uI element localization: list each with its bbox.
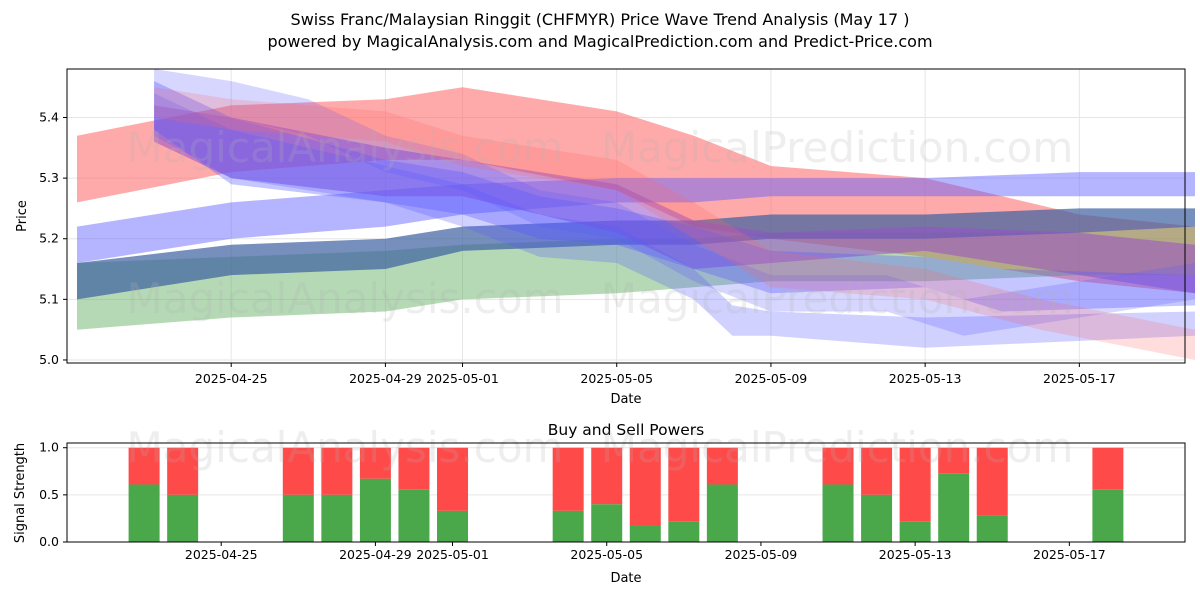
watermark-analysis-lower: MagicalAnalysis.com bbox=[127, 274, 564, 323]
buy-bar bbox=[629, 525, 661, 542]
buy-bar bbox=[398, 489, 430, 542]
buy-bar bbox=[552, 510, 584, 542]
buy-bar bbox=[899, 521, 931, 542]
price-xlabel: Date bbox=[610, 392, 641, 407]
watermark-prediction-lower: MagicalPrediction.com bbox=[601, 274, 1074, 323]
powers-xlabel: Date bbox=[610, 571, 641, 586]
price-band-blue-6 bbox=[154, 93, 1196, 348]
buy-bar bbox=[437, 510, 469, 542]
sell-bar bbox=[668, 447, 700, 522]
buy-bar bbox=[668, 521, 700, 542]
powers-xtick-label: 2025-05-01 bbox=[416, 547, 489, 562]
powers-ytick-label: 0.5 bbox=[39, 487, 59, 502]
sell-bar bbox=[398, 447, 430, 490]
price-watermarks: MagicalAnalysis.com MagicalPrediction.co… bbox=[127, 123, 1074, 323]
buy-bar bbox=[938, 473, 970, 542]
sell-bar bbox=[321, 447, 353, 495]
price-band-purple-4 bbox=[154, 105, 1196, 294]
sell-bar bbox=[976, 447, 1008, 516]
powers-xtick-label: 2025-04-25 bbox=[185, 547, 258, 562]
price-ytick-label: 5.2 bbox=[39, 231, 59, 246]
price-ytick-label: 5.1 bbox=[39, 291, 59, 306]
sell-bar bbox=[1092, 447, 1124, 490]
powers-watermarks: MagicalAnalysis.com MagicalPrediction.co… bbox=[127, 423, 1074, 472]
chart-title: Swiss Franc/Malaysian Ringgit (CHFMYR) P… bbox=[291, 10, 910, 29]
sell-bar bbox=[861, 447, 893, 495]
buy-bar bbox=[591, 504, 623, 542]
sell-bar bbox=[282, 447, 314, 495]
buy-bar bbox=[1092, 489, 1124, 542]
sell-bar bbox=[591, 447, 623, 505]
price-plot-frame bbox=[66, 68, 1186, 364]
price-ylabel: Price bbox=[15, 200, 30, 232]
sell-bar bbox=[629, 447, 661, 526]
powers-plot-frame bbox=[66, 442, 1186, 543]
price-ytick-label: 5.0 bbox=[39, 352, 59, 367]
buy-bar bbox=[822, 484, 854, 542]
buy-bar bbox=[282, 494, 314, 542]
price-band-blue-7 bbox=[154, 69, 1196, 336]
price-xtick-label: 2025-05-09 bbox=[735, 371, 808, 386]
price-ytick-label: 5.3 bbox=[39, 170, 59, 185]
buy-bar bbox=[128, 484, 160, 542]
powers-xtick-label: 2025-05-09 bbox=[725, 547, 798, 562]
buy-bar bbox=[359, 478, 391, 542]
price-xtick-label: 2025-04-25 bbox=[195, 371, 268, 386]
powers-axes: 0.0 0.5 1.0 2025-04-25 2025-04-29 2025-05-01 2… bbox=[39, 440, 1106, 562]
sell-bar bbox=[938, 447, 970, 474]
powers-xtick-label: 2025-04-29 bbox=[339, 547, 412, 562]
watermark-analysis-powers: MagicalAnalysis.com bbox=[127, 423, 564, 472]
price-bands bbox=[77, 69, 1196, 360]
sell-bar bbox=[128, 447, 160, 485]
price-xtick-label: 2025-05-05 bbox=[580, 371, 653, 386]
buy-bar bbox=[167, 494, 199, 542]
sell-bar bbox=[359, 447, 391, 479]
price-xtick-label: 2025-05-17 bbox=[1043, 371, 1116, 386]
powers-bars bbox=[128, 447, 1124, 542]
powers-ytick-label: 0.0 bbox=[39, 534, 59, 549]
price-xtick-label: 2025-04-29 bbox=[349, 371, 422, 386]
powers-title: Buy and Sell Powers bbox=[548, 421, 705, 439]
sell-bar bbox=[822, 447, 854, 485]
powers-ylabel: Signal Strength bbox=[13, 443, 28, 543]
price-axes: 5.0 5.1 5.2 5.3 5.4 2025-04-25 2025-04-29 2025-… bbox=[39, 109, 1116, 386]
watermark-prediction: MagicalPrediction.com bbox=[601, 123, 1074, 172]
buy-bar bbox=[976, 515, 1008, 542]
chart-subtitle: powered by MagicalAnalysis.com and Magic… bbox=[267, 32, 932, 51]
watermark-prediction-powers: MagicalPrediction.com bbox=[601, 423, 1074, 472]
watermark-analysis: MagicalAnalysis.com bbox=[127, 123, 564, 172]
sell-bar bbox=[899, 447, 931, 522]
buy-bar bbox=[706, 484, 738, 542]
sell-bar bbox=[437, 447, 469, 511]
sell-bar bbox=[167, 447, 199, 495]
price-xtick-label: 2025-05-01 bbox=[426, 371, 499, 386]
buy-bar bbox=[321, 494, 353, 542]
powers-xtick-label: 2025-05-05 bbox=[570, 547, 643, 562]
buy-bar bbox=[861, 494, 893, 542]
powers-xtick-label: 2025-05-17 bbox=[1033, 547, 1106, 562]
price-band-blue-5 bbox=[154, 81, 1196, 312]
powers-xtick-label: 2025-05-13 bbox=[879, 547, 952, 562]
sell-bar bbox=[706, 447, 738, 485]
powers-ytick-label: 1.0 bbox=[39, 440, 59, 455]
sell-bar bbox=[552, 447, 584, 511]
price-band-red-8 bbox=[154, 87, 1196, 360]
price-band-blue-3 bbox=[77, 172, 1195, 263]
price-xtick-label: 2025-05-13 bbox=[889, 371, 962, 386]
price-ytick-label: 5.4 bbox=[39, 109, 59, 124]
